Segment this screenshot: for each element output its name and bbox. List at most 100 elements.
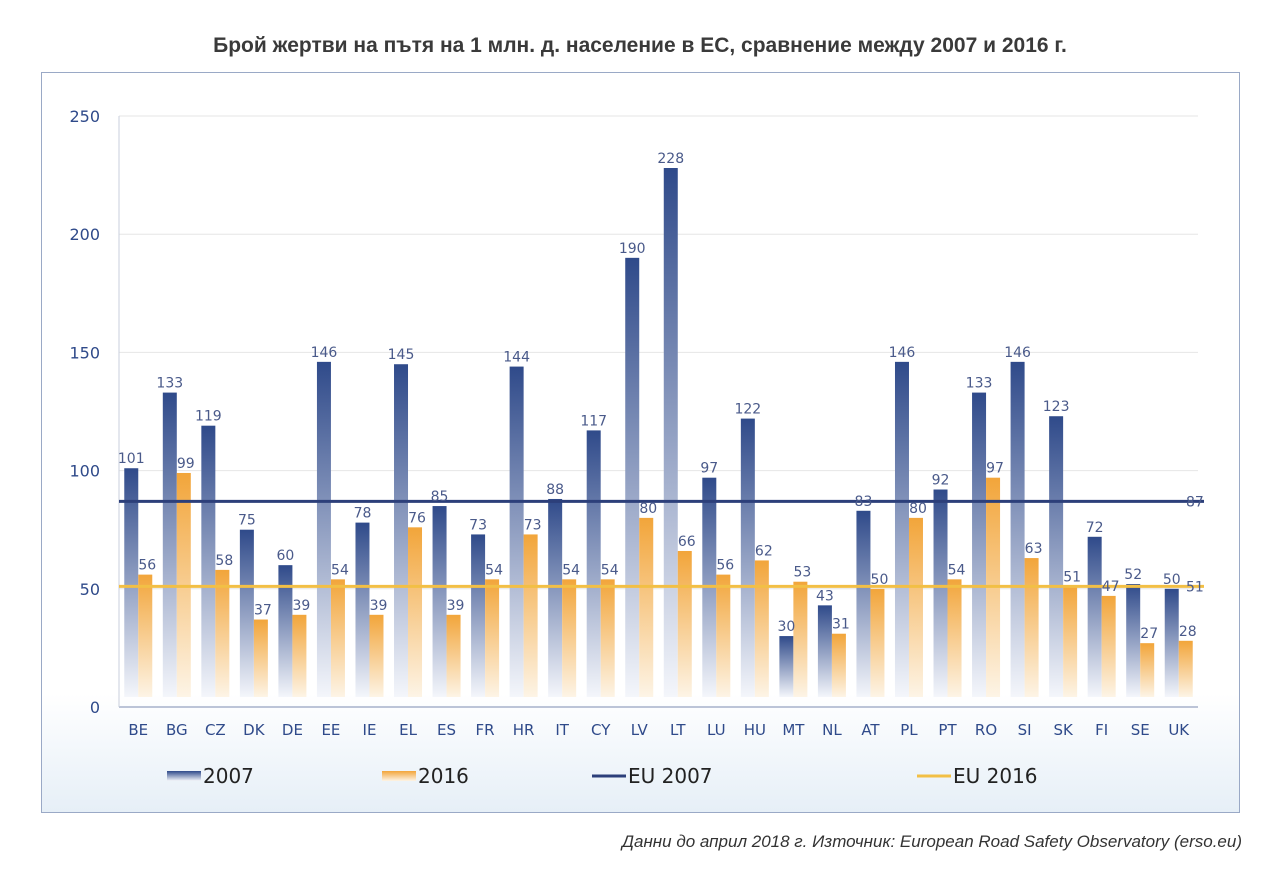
data-label-2016: 76 bbox=[408, 510, 426, 526]
data-label-2016: 53 bbox=[793, 565, 811, 581]
data-label-2016: 31 bbox=[832, 617, 850, 633]
data-label-2007: 144 bbox=[503, 350, 530, 366]
bar-2016-fr bbox=[485, 579, 500, 697]
data-label-2007: 146 bbox=[311, 345, 338, 361]
x-tick-label: LT bbox=[670, 721, 686, 739]
bar-2016-se bbox=[1140, 643, 1155, 697]
data-label-2016: 73 bbox=[524, 517, 542, 533]
bar-2016-dk bbox=[253, 619, 268, 697]
bar-2016-cy bbox=[600, 579, 615, 697]
data-label-2007: 146 bbox=[889, 345, 916, 361]
data-label-2016: 56 bbox=[716, 558, 734, 574]
data-label-2016: 54 bbox=[601, 562, 619, 578]
bar-2007-fi bbox=[1087, 536, 1102, 697]
bar-2007-uk bbox=[1164, 588, 1179, 697]
data-label-2016: 37 bbox=[254, 603, 272, 619]
data-label-2007: 72 bbox=[1086, 520, 1104, 536]
data-label-2007: 133 bbox=[156, 376, 183, 392]
data-label-2016: 66 bbox=[678, 534, 696, 550]
bar-2016-at bbox=[870, 588, 885, 697]
bar-2007-pl bbox=[894, 361, 909, 697]
bar-2007-hu bbox=[740, 418, 755, 697]
x-tick-label: HR bbox=[513, 721, 535, 739]
x-tick-label: PT bbox=[938, 721, 957, 739]
bar-2007-lv bbox=[625, 257, 640, 697]
bar-2016-ie bbox=[369, 614, 384, 697]
x-tick-label: UK bbox=[1168, 721, 1190, 739]
bar-2016-pt bbox=[947, 579, 962, 697]
bar-2016-nl bbox=[831, 633, 846, 697]
bar-2007-bg bbox=[162, 392, 177, 697]
x-tick-label: IT bbox=[555, 721, 569, 739]
bar-2016-pl bbox=[908, 517, 923, 697]
bar-2007-mt bbox=[779, 636, 794, 697]
x-tick-label: NL bbox=[822, 721, 842, 739]
bar-2016-fi bbox=[1101, 595, 1116, 697]
bar-2016-de bbox=[292, 614, 307, 697]
data-label-2016: 28 bbox=[1179, 624, 1197, 640]
data-label-2016: 51 bbox=[1063, 569, 1081, 585]
legend-label: 2016 bbox=[418, 764, 469, 788]
x-tick-label: EL bbox=[399, 721, 417, 739]
bar-2016-uk bbox=[1178, 640, 1193, 697]
x-tick-label: ES bbox=[437, 721, 456, 739]
data-label-2016: 54 bbox=[562, 562, 580, 578]
x-tick-label: IE bbox=[363, 721, 377, 739]
bar-2016-sk bbox=[1063, 586, 1078, 697]
data-label-2016: 58 bbox=[215, 553, 233, 569]
bar-2007-de bbox=[278, 565, 293, 697]
bar-2007-el bbox=[394, 364, 409, 697]
data-label-2007: 52 bbox=[1124, 567, 1142, 583]
data-label-2016: 47 bbox=[1102, 579, 1120, 595]
chart-title: Брой жертви на пътя на 1 млн. д. населен… bbox=[213, 34, 1067, 57]
data-label-2007: 43 bbox=[816, 588, 834, 604]
data-label-2007: 73 bbox=[469, 517, 487, 533]
bar-2016-it bbox=[562, 579, 577, 697]
bar-2016-lu bbox=[716, 574, 731, 697]
bar-2007-at bbox=[856, 510, 871, 697]
bar-2016-cz bbox=[215, 569, 230, 697]
x-tick-label: LU bbox=[707, 721, 726, 739]
x-tick-label: RO bbox=[975, 721, 997, 739]
data-label-2016: 63 bbox=[1025, 541, 1043, 557]
x-tick-label: CZ bbox=[205, 721, 226, 739]
data-label-2016: 99 bbox=[177, 456, 195, 472]
x-tick-label: SI bbox=[1018, 721, 1032, 739]
legend-label: EU 2016 bbox=[953, 764, 1038, 788]
x-tick-label: HU bbox=[744, 721, 766, 739]
bar-2007-dk bbox=[239, 529, 254, 697]
data-label-2016: 50 bbox=[871, 572, 889, 588]
data-label-2016: 62 bbox=[755, 543, 773, 559]
legend-label: EU 2007 bbox=[628, 764, 713, 788]
data-label-2007: 133 bbox=[966, 376, 993, 392]
data-label-2007: 30 bbox=[777, 619, 795, 635]
bar-2016-lt bbox=[677, 550, 692, 697]
bar-2007-hr bbox=[509, 366, 524, 697]
data-label-2007: 145 bbox=[388, 347, 415, 363]
data-label-2007: 117 bbox=[580, 413, 607, 429]
y-tick-label: 250 bbox=[69, 107, 100, 126]
x-tick-label: SK bbox=[1053, 721, 1074, 739]
data-label-2016: 39 bbox=[447, 598, 465, 614]
x-tick-label: PL bbox=[900, 721, 918, 739]
bar-2016-ee bbox=[330, 579, 345, 697]
bar-2007-se bbox=[1126, 584, 1141, 697]
bar-2007-si bbox=[1010, 361, 1025, 697]
data-label-2007: 85 bbox=[431, 489, 449, 505]
data-label-2016: 27 bbox=[1140, 626, 1158, 642]
bar-2016-lv bbox=[639, 517, 654, 697]
bar-2007-sk bbox=[1049, 416, 1064, 697]
source-note: Данни до април 2018 г. Източник: Europea… bbox=[622, 832, 1242, 851]
data-label-2007: 78 bbox=[354, 506, 372, 522]
bar-2007-be bbox=[124, 468, 139, 697]
bar-2007-fr bbox=[471, 534, 486, 697]
data-label-2016: 56 bbox=[138, 558, 156, 574]
bar-2007-pt bbox=[933, 489, 948, 697]
y-tick-label: 150 bbox=[69, 343, 100, 362]
data-label-2007: 101 bbox=[118, 451, 145, 467]
x-tick-label: BG bbox=[166, 721, 188, 739]
x-tick-label: FI bbox=[1095, 721, 1108, 739]
x-tick-label: MT bbox=[782, 721, 805, 739]
data-label-2007: 92 bbox=[932, 473, 950, 489]
data-label-2007: 123 bbox=[1043, 399, 1070, 415]
